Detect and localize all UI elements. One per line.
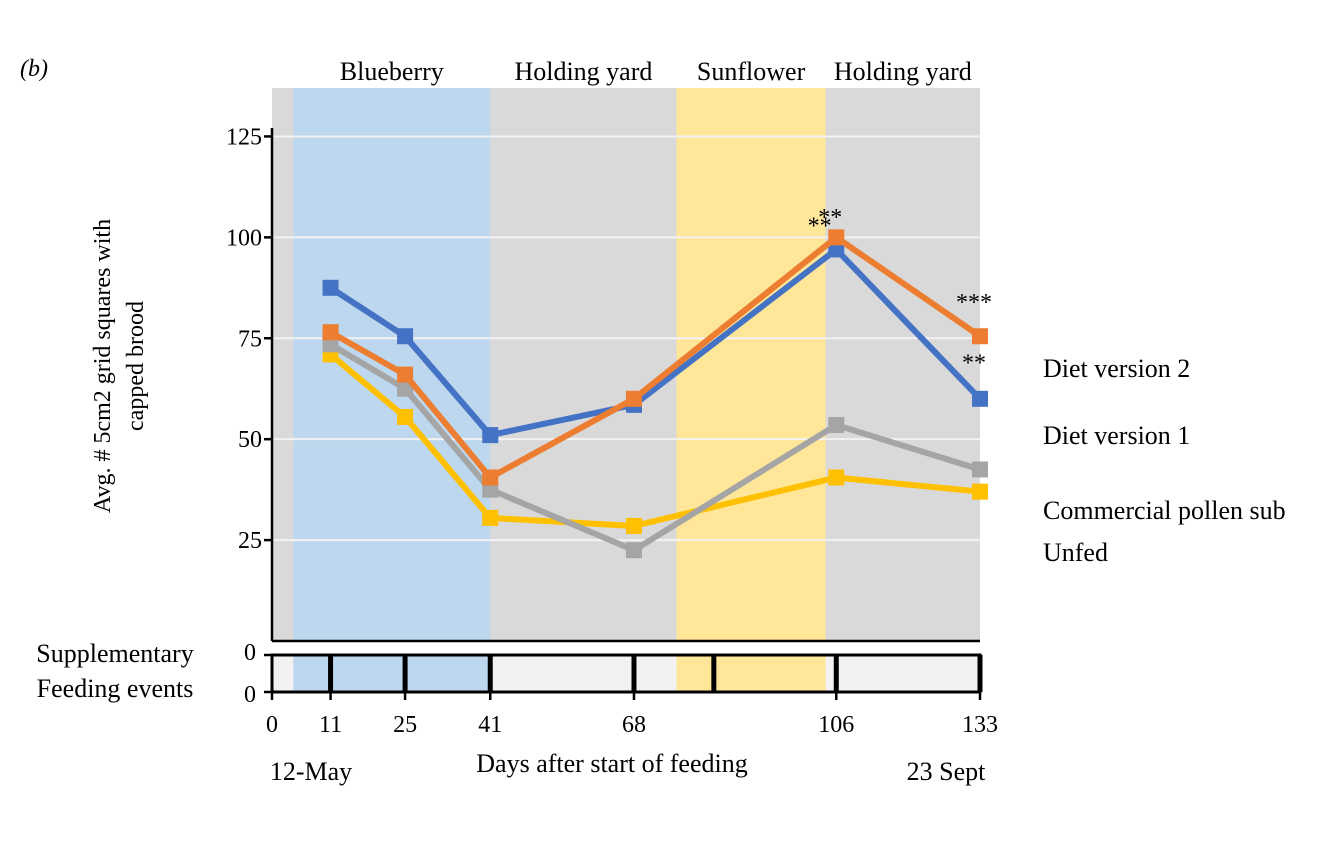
legend-entry-4: Unfed: [1043, 538, 1108, 567]
data-point: [828, 241, 845, 258]
phase-label-1: Blueberry: [340, 57, 444, 86]
series-line-diet-version-2: [329, 234, 982, 481]
gridlines: [272, 135, 980, 542]
series-lines: [322, 229, 988, 559]
x-axis-label: Days after start of feeding: [476, 749, 747, 778]
x-tick-label-25: 25: [393, 712, 417, 738]
data-point: [828, 417, 845, 434]
data-point: [482, 427, 499, 444]
phase-band-3: [676, 88, 826, 641]
axes: 25 50 75 100 125: [226, 124, 980, 643]
x-tick-label-68: 68: [622, 712, 646, 738]
data-point: [625, 390, 642, 407]
feeding-panel: 0 11 25 41 68 106 133: [264, 653, 998, 738]
series-line-commercial-pollen-sub: [329, 341, 981, 554]
legend: Diet version 2 Diet version 1 Commercial p…: [1043, 354, 1286, 567]
data-point: [972, 461, 988, 478]
x-start-date: 12-May: [270, 757, 352, 786]
feeding-phase-band-1: [293, 655, 491, 692]
data-point: [397, 366, 414, 383]
phase-label-bg-2: [504, 54, 663, 84]
phase-label-3: Sunflower: [697, 57, 806, 86]
data-point: [482, 509, 499, 526]
series-line-diet-version-1: [328, 246, 983, 439]
significance-marker-1: **: [818, 205, 842, 231]
data-point: [482, 469, 499, 486]
data-point: [322, 336, 339, 353]
feeding-ytick-top: 0: [244, 640, 256, 666]
phase-label-bg-4: [823, 54, 982, 84]
x-end-date: 23 Sept: [907, 757, 987, 786]
y-tick-label-50: 50: [238, 427, 262, 453]
feeding-label-line2: Feeding events: [37, 674, 194, 703]
significance-marker-2: **: [808, 213, 832, 239]
x-tick-label-106: 106: [818, 712, 854, 738]
legend-entry-3: Commercial pollen sub: [1043, 496, 1286, 525]
data-point: [397, 408, 414, 425]
data-point: [972, 328, 988, 345]
data-point: [397, 380, 414, 397]
y-tick-label-125: 125: [226, 124, 262, 150]
phase-label-bg-1: [330, 54, 454, 84]
data-point: [482, 481, 499, 498]
x-tick-label-0: 0: [266, 712, 278, 738]
significance-annotations: *********: [808, 205, 992, 376]
x-tick-label-11: 11: [319, 712, 342, 738]
phase-band-2: [490, 88, 677, 641]
phase-bands: [272, 88, 980, 641]
data-point: [625, 542, 642, 559]
significance-marker-3: ***: [956, 290, 992, 316]
x-tick-label-41: 41: [478, 712, 502, 738]
y-tick-label-100: 100: [226, 225, 262, 251]
phase-label-2: Holding yard: [514, 57, 652, 86]
data-point: [972, 390, 988, 407]
phase-label-bg-3: [689, 54, 813, 84]
feeding-label-line1: Supplementary: [36, 639, 193, 668]
panel-label: (b): [20, 56, 48, 82]
data-point: [828, 469, 845, 486]
data-point: [972, 483, 988, 500]
y-tick-label-75: 75: [238, 326, 262, 352]
phase-label-4: Holding yard: [834, 57, 972, 86]
y-axis-label-line1: Avg. # 5cm2 grid squares with: [90, 219, 116, 513]
x-tick-label-133: 133: [962, 712, 998, 738]
phase-labels: Blueberry Holding yard Sunflower Holding ya…: [330, 54, 982, 86]
phase-band-4: [825, 88, 980, 641]
y-tick-label-25: 25: [238, 528, 262, 554]
y-axis-label-line2: capped brood: [123, 301, 149, 431]
feeding-ytick-bottom: 0: [244, 682, 256, 708]
significance-marker-4: **: [962, 351, 986, 377]
data-point: [828, 229, 845, 246]
data-point: [322, 324, 339, 341]
data-point: [625, 517, 642, 534]
data-point: [397, 328, 414, 345]
legend-entry-1: Diet version 2: [1043, 354, 1190, 383]
data-point: [322, 279, 339, 296]
legend-entry-2: Diet version 1: [1043, 421, 1190, 450]
feeding-phase-band-3: [676, 655, 826, 692]
